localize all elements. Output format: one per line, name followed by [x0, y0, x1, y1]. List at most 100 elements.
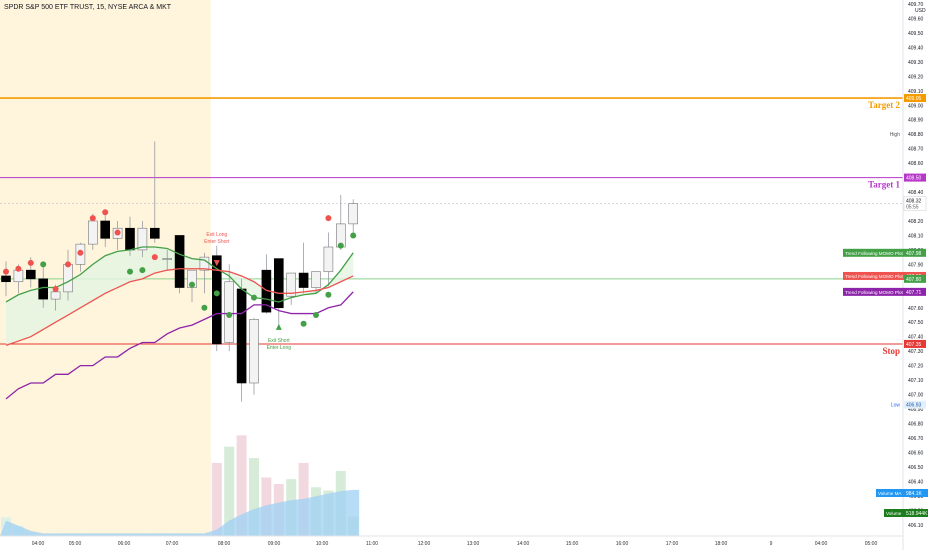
price-tick: 409.10 [908, 89, 924, 95]
candle[interactable] [323, 246, 334, 272]
price-tick: 409.30 [908, 60, 924, 66]
indicator-line [5, 291, 354, 400]
time-tick: 11:00 [366, 541, 378, 547]
time-tick: 09:00 [268, 541, 281, 547]
signal-dot [325, 291, 332, 298]
price-tick: 407.90 [908, 262, 924, 268]
candle[interactable] [249, 319, 259, 384]
volume-bar [211, 462, 222, 536]
price-tick: 407.40 [908, 335, 924, 341]
signal-dot [226, 312, 233, 319]
candle[interactable] [1, 275, 11, 283]
sell-arrow-icon [213, 260, 220, 267]
green-price-tag [904, 274, 926, 283]
time-tick: 18:00 [715, 541, 728, 547]
time-tick: 13:00 [467, 541, 480, 547]
candle[interactable] [286, 272, 297, 297]
signal-dot [114, 229, 121, 236]
time-tick: 16:00 [616, 541, 629, 547]
candle[interactable] [25, 269, 36, 280]
signal-label: Enter Short [204, 239, 230, 245]
indicator-value: 407.71 [906, 290, 922, 296]
price-tick: 408.90 [908, 118, 924, 124]
price-tick: 409.20 [908, 74, 924, 80]
low-price-tag [904, 400, 926, 409]
level-price-tag [904, 173, 926, 182]
level-price-tag [904, 94, 926, 103]
candle[interactable] [88, 220, 98, 245]
candle[interactable] [162, 258, 172, 260]
time-tick: 05:00 [69, 541, 82, 547]
currency-label: USD [915, 8, 926, 14]
candle[interactable] [236, 288, 247, 384]
volume-ma-area [0, 489, 360, 536]
volume-label: Volume [886, 511, 902, 516]
countdown-text: 05:55 [906, 205, 919, 211]
level-label: Stop [882, 346, 900, 356]
candle[interactable] [125, 227, 135, 251]
price-tick: 408.80 [908, 132, 924, 138]
signal-dot [313, 312, 319, 319]
signal-dot [350, 232, 357, 239]
indicator-name: Trend Following MOMO Plot [845, 274, 904, 279]
price-tick: 409.40 [908, 45, 924, 51]
candle[interactable] [298, 272, 309, 288]
price-tick: 409.70 [908, 2, 924, 8]
time-tick: 08:00 [218, 541, 231, 547]
time-tick: 12:00 [418, 541, 431, 547]
candle[interactable] [212, 255, 222, 345]
indicator-value-tag [904, 248, 926, 257]
signal-dot [127, 268, 133, 275]
time-tick: 07:00 [166, 541, 179, 547]
volume-value: 518.944K [906, 511, 928, 517]
time-tick: 14:00 [517, 541, 530, 547]
price-tick: 406.80 [908, 422, 924, 428]
signal-dot [77, 249, 84, 256]
signal-dot [151, 254, 158, 261]
candle[interactable] [50, 291, 61, 300]
indicator-name-tag [843, 271, 904, 280]
level-price-tag [904, 339, 926, 348]
green-price-tag-text: 407.80 [906, 277, 922, 283]
signal-dot [3, 268, 9, 275]
price-tick: 406.70 [908, 436, 924, 442]
volume-label-tag [876, 489, 904, 497]
price-tick: 409.00 [908, 103, 924, 109]
time-tick: 05:00 [865, 541, 878, 547]
indicator-line [5, 268, 354, 347]
candle[interactable] [150, 227, 160, 239]
indicator-name: Trend Following MOMO Plot [845, 290, 904, 295]
time-tick: 04:00 [32, 541, 45, 547]
candle[interactable] [13, 269, 24, 283]
volume-value-tag [904, 489, 928, 497]
indicator-name-tag [843, 248, 904, 257]
candle[interactable] [100, 220, 110, 239]
candle[interactable] [137, 227, 148, 251]
time-tick: 10:00 [316, 541, 329, 547]
candle[interactable] [38, 278, 49, 300]
price-tick: 406.60 [908, 450, 924, 456]
price-tick: 407.30 [908, 349, 924, 355]
indicator-name-tag [843, 287, 904, 296]
indicator-name: Trend Following MOMO Plot [845, 251, 904, 256]
price-tick: 409.60 [908, 16, 924, 22]
price-tick: 407.10 [908, 378, 924, 384]
candle[interactable] [174, 235, 185, 288]
signal-dot [251, 294, 257, 301]
candle[interactable] [273, 258, 284, 309]
volume-value-tag [904, 509, 928, 517]
last-price-tag [903, 196, 927, 211]
candle[interactable] [63, 264, 73, 293]
candle[interactable] [348, 203, 359, 225]
price-tick: 408.40 [908, 190, 924, 196]
signal-dot [300, 320, 307, 327]
volume-bar [249, 458, 259, 536]
level-price-tag-text: 409.05 [906, 96, 922, 102]
price-tick: 407.60 [908, 306, 924, 312]
price-tick: 408.20 [908, 219, 924, 225]
price-tick: 408.60 [908, 161, 924, 167]
signal-dot [89, 215, 96, 222]
candle[interactable] [311, 271, 321, 288]
